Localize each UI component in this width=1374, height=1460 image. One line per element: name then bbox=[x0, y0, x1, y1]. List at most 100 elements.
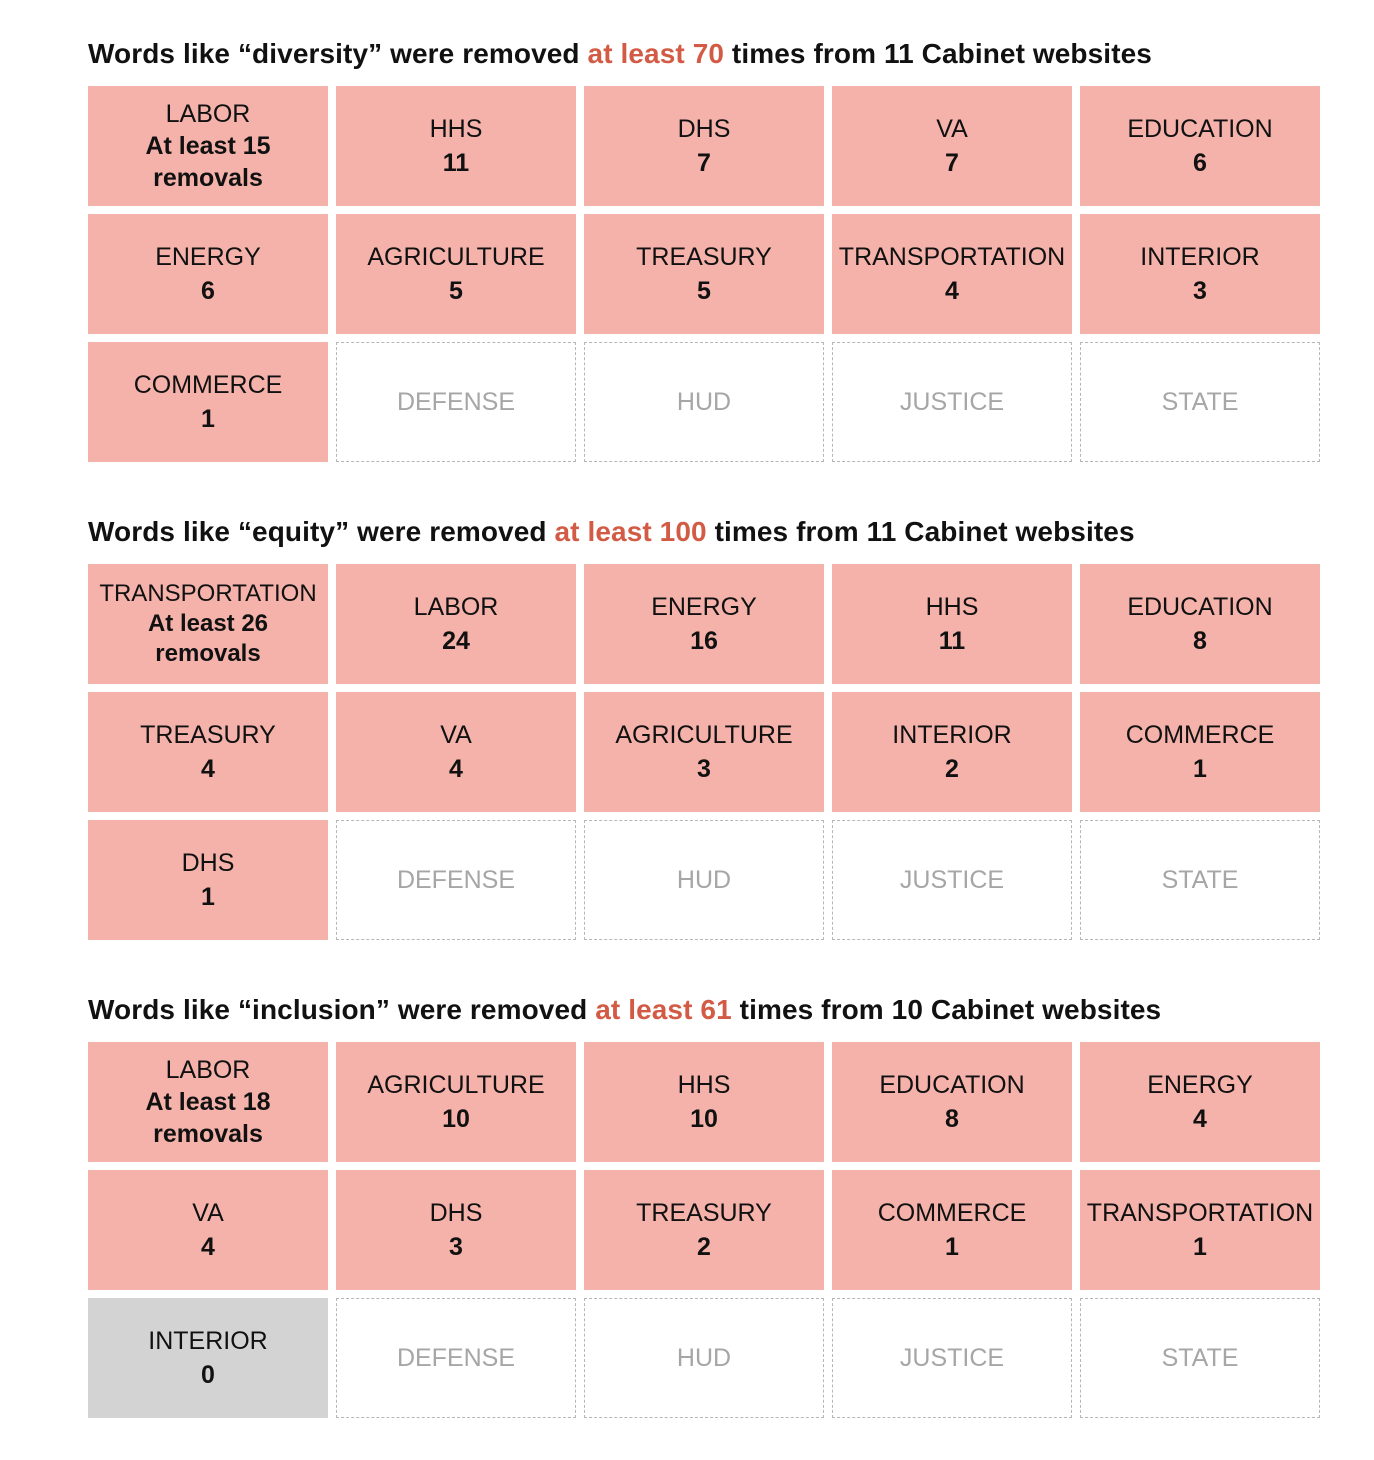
department-cell: ENERGY 4 bbox=[1080, 1042, 1320, 1162]
department-cell-empty: DEFENSE bbox=[336, 342, 576, 462]
department-cell: LABOR 24 bbox=[336, 564, 576, 684]
removal-count: 16 bbox=[690, 627, 718, 655]
department-name: LABOR bbox=[165, 100, 251, 128]
title-text: Words like “diversity” were removed bbox=[88, 38, 588, 69]
chart-title: Words like “diversity” were removed at l… bbox=[88, 36, 1348, 72]
department-name: DEFENSE bbox=[396, 1344, 516, 1372]
removal-count: 4 bbox=[945, 277, 959, 305]
removal-count: 7 bbox=[945, 149, 959, 177]
department-name: COMMERCE bbox=[1125, 721, 1275, 749]
department-name: JUSTICE bbox=[899, 388, 1005, 416]
department-name: ENERGY bbox=[651, 593, 757, 621]
department-cell: AGRICULTURE 10 bbox=[336, 1042, 576, 1162]
department-name: DEFENSE bbox=[396, 866, 516, 894]
department-name: DEFENSE bbox=[396, 388, 516, 416]
department-cell: COMMERCE 1 bbox=[832, 1170, 1072, 1290]
department-cell: HHS 11 bbox=[832, 564, 1072, 684]
department-name: HUD bbox=[676, 866, 732, 894]
department-name: AGRICULTURE bbox=[367, 243, 545, 271]
department-name: EDUCATION bbox=[1127, 115, 1273, 143]
department-cell: TREASURY 5 bbox=[584, 214, 824, 334]
department-name: VA bbox=[192, 1199, 224, 1227]
department-cell: TRANSPORTATION 1 bbox=[1080, 1170, 1320, 1290]
department-name: INTERIOR bbox=[892, 721, 1012, 749]
department-name: VA bbox=[936, 115, 968, 143]
department-cell: TREASURY 4 bbox=[88, 692, 328, 812]
department-cell: DHS 3 bbox=[336, 1170, 576, 1290]
department-cell: TRANSPORTATION At least 26 removals bbox=[88, 564, 328, 684]
chart-title: Words like “equity” were removed at leas… bbox=[88, 514, 1348, 550]
department-name: TREASURY bbox=[636, 243, 772, 271]
department-name: ENERGY bbox=[155, 243, 261, 271]
department-cell-empty: JUSTICE bbox=[832, 342, 1072, 462]
department-cell-empty: HUD bbox=[584, 342, 824, 462]
removal-count: 11 bbox=[442, 149, 470, 177]
removal-count: At least 15 bbox=[145, 132, 271, 160]
department-name: HHS bbox=[677, 1071, 731, 1099]
title-text: Words like “inclusion” were removed bbox=[88, 994, 596, 1025]
department-name: STATE bbox=[1161, 866, 1239, 894]
department-cell: EDUCATION 8 bbox=[1080, 564, 1320, 684]
title-highlight: at least 61 bbox=[595, 994, 732, 1025]
removal-count: 1 bbox=[201, 883, 215, 911]
removal-count: 1 bbox=[1193, 755, 1207, 783]
removal-count: 1 bbox=[945, 1233, 959, 1261]
removal-count: 10 bbox=[690, 1105, 718, 1133]
department-cell-empty: JUSTICE bbox=[832, 820, 1072, 940]
removal-count: 5 bbox=[697, 277, 711, 305]
title-text: times from 11 Cabinet websites bbox=[724, 38, 1152, 69]
department-name: DHS bbox=[429, 1199, 483, 1227]
removal-count: 4 bbox=[201, 755, 215, 783]
department-name: JUSTICE bbox=[899, 1344, 1005, 1372]
department-cell: LABOR At least 18 removals bbox=[88, 1042, 328, 1162]
department-cell: VA 4 bbox=[336, 692, 576, 812]
department-cell-empty: JUSTICE bbox=[832, 1298, 1072, 1418]
department-cell-empty: DEFENSE bbox=[336, 820, 576, 940]
removal-count: 3 bbox=[697, 755, 711, 783]
department-cell: COMMERCE 1 bbox=[1080, 692, 1320, 812]
removal-count: 8 bbox=[1193, 627, 1207, 655]
department-name: DHS bbox=[181, 849, 235, 877]
department-cell: DHS 7 bbox=[584, 86, 824, 206]
department-cell: HHS 10 bbox=[584, 1042, 824, 1162]
removal-count: 1 bbox=[1193, 1233, 1207, 1261]
department-cell-empty: HUD bbox=[584, 820, 824, 940]
department-name: HHS bbox=[429, 115, 483, 143]
department-cell: AGRICULTURE 3 bbox=[584, 692, 824, 812]
department-name: LABOR bbox=[413, 593, 499, 621]
department-cell: VA 7 bbox=[832, 86, 1072, 206]
department-cell: INTERIOR 0 bbox=[88, 1298, 328, 1418]
department-grid: LABOR At least 15 removals HHS 11 DHS 7 VA 7 EDUC… bbox=[88, 86, 1320, 462]
removal-unit: removals bbox=[153, 164, 263, 192]
department-cell: HHS 11 bbox=[336, 86, 576, 206]
department-name: INTERIOR bbox=[148, 1327, 268, 1355]
department-name: AGRICULTURE bbox=[615, 721, 793, 749]
department-name: DHS bbox=[677, 115, 731, 143]
title-text: times from 11 Cabinet websites bbox=[706, 516, 1135, 547]
removal-count: At least 18 bbox=[145, 1088, 271, 1116]
department-name: VA bbox=[440, 721, 472, 749]
department-name: TRANSPORTATION bbox=[1086, 1199, 1314, 1227]
removal-count: 2 bbox=[945, 755, 959, 783]
department-cell: INTERIOR 3 bbox=[1080, 214, 1320, 334]
removal-count: 4 bbox=[1193, 1105, 1207, 1133]
department-name: EDUCATION bbox=[1127, 593, 1273, 621]
department-name: ENERGY bbox=[1147, 1071, 1253, 1099]
department-cell: TREASURY 2 bbox=[584, 1170, 824, 1290]
department-cell-empty: HUD bbox=[584, 1298, 824, 1418]
department-name: STATE bbox=[1161, 388, 1239, 416]
department-name: AGRICULTURE bbox=[367, 1071, 545, 1099]
removal-unit: removals bbox=[153, 1120, 263, 1148]
title-highlight: at least 70 bbox=[587, 38, 725, 69]
removal-count: 6 bbox=[1193, 149, 1207, 177]
department-cell: TRANSPORTATION 4 bbox=[832, 214, 1072, 334]
department-name: HUD bbox=[676, 1344, 732, 1372]
department-name: JUSTICE bbox=[899, 866, 1005, 894]
department-cell-empty: STATE bbox=[1080, 1298, 1320, 1418]
department-cell: EDUCATION 6 bbox=[1080, 86, 1320, 206]
department-name: TRANSPORTATION bbox=[838, 243, 1066, 271]
removal-count: 5 bbox=[449, 277, 463, 305]
department-cell: EDUCATION 8 bbox=[832, 1042, 1072, 1162]
department-name: TRANSPORTATION bbox=[99, 580, 317, 607]
removal-count: 2 bbox=[697, 1233, 711, 1261]
